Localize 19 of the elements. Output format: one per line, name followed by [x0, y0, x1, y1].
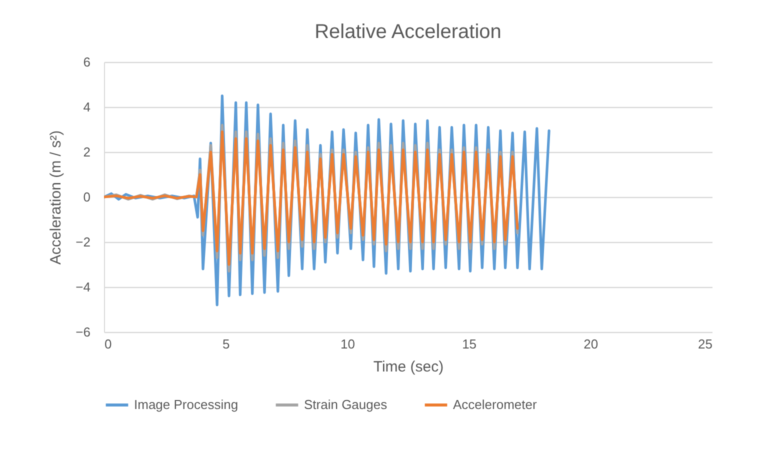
y-axis-title: Acceleration (m / s²): [48, 130, 65, 265]
x-tick-label: 20: [584, 336, 598, 352]
y-tick-label: 6: [83, 54, 90, 70]
x-tick-label: 5: [222, 336, 230, 352]
x-tick-label: 15: [462, 336, 477, 352]
x-axis-title: Time (sec): [373, 358, 444, 376]
y-tick-label: −6: [76, 324, 90, 340]
x-tick-label: 10: [340, 336, 355, 352]
y-tick-label: −4: [76, 280, 90, 294]
y-tick-label: 2: [83, 144, 90, 160]
legend-label: Strain Gauges: [304, 397, 388, 412]
y-tick-label: 4: [83, 100, 90, 114]
legend-label: Image Processing: [134, 397, 238, 412]
y-tick-label: −2: [76, 234, 90, 250]
chart-title: Relative Acceleration: [314, 21, 502, 43]
legend-label: Accelerometer: [453, 397, 538, 412]
x-tick-label: 0: [104, 336, 112, 352]
x-tick-label: 25: [698, 336, 712, 352]
y-tick-label: 0: [83, 190, 90, 204]
